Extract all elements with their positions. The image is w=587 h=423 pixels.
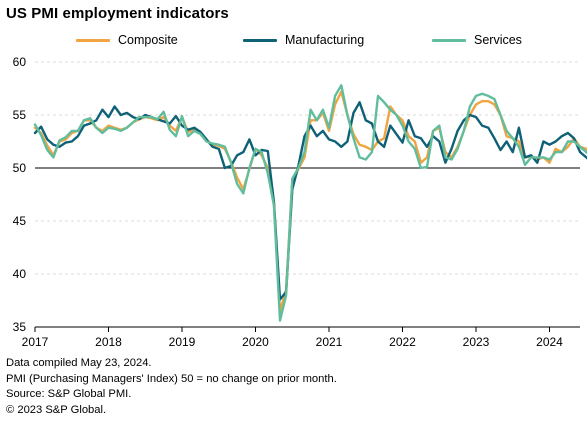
legend-item-services: Services bbox=[432, 33, 522, 47]
legend-label-services: Services bbox=[474, 33, 522, 47]
footer-note-copyright: © 2023 S&P Global. bbox=[6, 403, 107, 416]
legend-item-composite: Composite bbox=[76, 33, 178, 47]
x-tick-label: 2022 bbox=[389, 335, 416, 349]
y-tick-label: 40 bbox=[13, 267, 27, 281]
y-tick-label: 60 bbox=[13, 55, 27, 69]
y-tick-label: 35 bbox=[13, 320, 27, 334]
y-tick-label: 50 bbox=[13, 161, 27, 175]
legend-swatch-services bbox=[432, 38, 466, 42]
footer-note-data-compiled: Data compiled May 23, 2024. bbox=[6, 357, 152, 369]
x-tick-label: 2024 bbox=[536, 335, 563, 349]
x-axis-ticks: 2017 2018 2019 2020 2021 2022 2023 2024 bbox=[22, 327, 563, 349]
x-tick-label: 2017 bbox=[22, 335, 49, 349]
x-tick-label: 2019 bbox=[169, 335, 196, 349]
chart-title: US PMI employment indicators bbox=[6, 5, 229, 22]
series-lines bbox=[33, 84, 587, 322]
y-tick-label: 55 bbox=[13, 108, 27, 122]
x-tick-label: 2023 bbox=[463, 335, 490, 349]
x-tick-label: 2021 bbox=[316, 335, 343, 349]
footer-note-pmi-definition: PMI (Purchasing Managers' Index) 50 = no… bbox=[6, 372, 337, 385]
gridlines bbox=[35, 61, 580, 328]
x-tick-label: 2018 bbox=[95, 335, 122, 349]
legend-swatch-manufacturing bbox=[243, 38, 277, 42]
legend-label-manufacturing: Manufacturing bbox=[285, 33, 365, 47]
footer-note-source: Source: S&P Global PMI. bbox=[6, 388, 132, 401]
y-tick-label: 45 bbox=[13, 214, 27, 228]
series-line-services bbox=[33, 84, 587, 322]
legend-label-composite: Composite bbox=[118, 33, 178, 47]
chart-footer: Data compiled May 23, 2024. PMI (Purchas… bbox=[6, 356, 337, 418]
legend-swatch-composite bbox=[76, 38, 110, 42]
chart-legend: Composite Manufacturing Services bbox=[0, 33, 587, 51]
y-axis-ticks: 35 40 45 50 55 60 bbox=[13, 55, 27, 334]
x-tick-label: 2020 bbox=[242, 335, 269, 349]
legend-item-manufacturing: Manufacturing bbox=[243, 33, 364, 47]
